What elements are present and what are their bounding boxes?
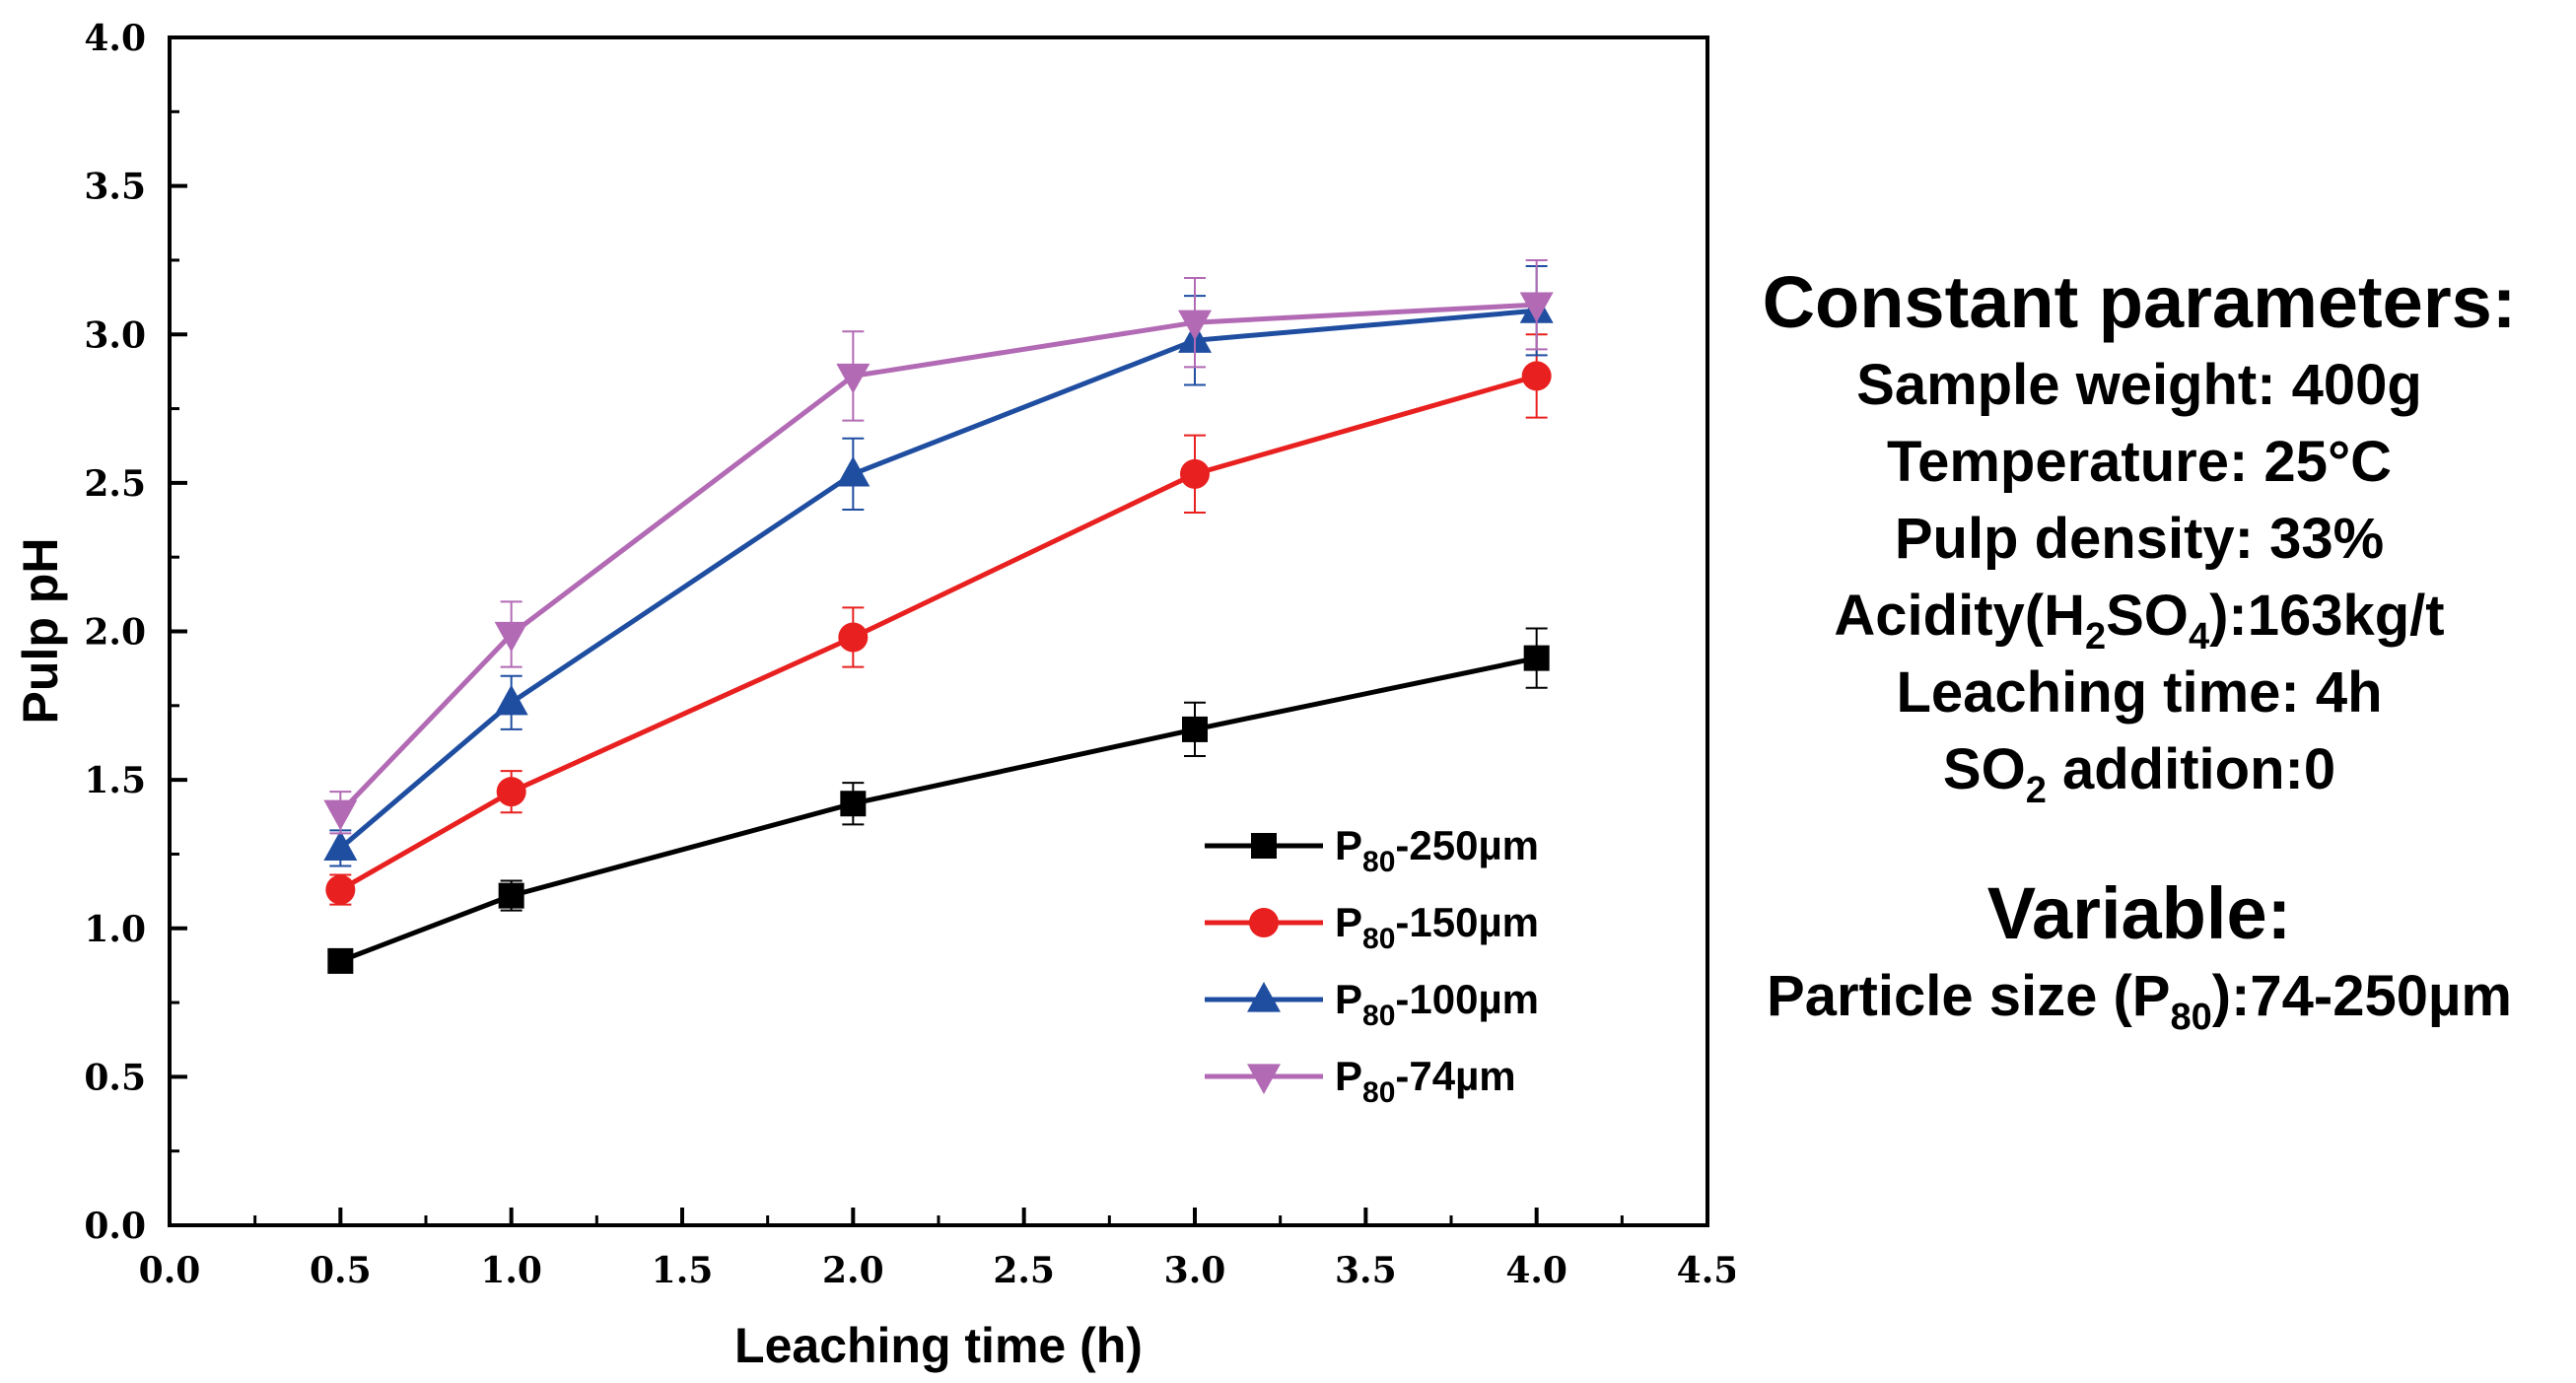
series-2 [323, 264, 1554, 867]
x-tick-label: 1.0 [480, 1250, 542, 1291]
data-point [1519, 292, 1554, 323]
legend-label-rest: -100µm [1395, 976, 1539, 1022]
x-tick-label: 4.5 [1677, 1250, 1735, 1291]
data-point [323, 799, 358, 831]
legend-label-sub: 80 [1362, 1000, 1395, 1032]
acidity-subscript-2: 4 [2188, 616, 2210, 657]
data-point [1180, 458, 1210, 489]
data-point [325, 874, 356, 905]
x-tick-label: 2.5 [993, 1250, 1055, 1291]
x-tick-label: 0.0 [139, 1250, 201, 1291]
legend-label-sub: 80 [1362, 1076, 1395, 1109]
y-tick-label: 2.0 [84, 612, 146, 654]
legend-marker [1249, 908, 1279, 937]
y-tick-label: 1.0 [84, 909, 146, 950]
x-axis-ticks: 0.0 0.5 1.0 1.5 2.0 2.5 3.0 3.5 4.0 4.5 [139, 1208, 1735, 1291]
x-tick-label: 2.0 [822, 1250, 884, 1291]
legend-marker [1247, 1064, 1281, 1094]
acidity-prefix: Acidity(H [1834, 584, 2085, 648]
particle-prefix: Particle size (P [1767, 964, 2171, 1028]
legend-label-main: P [1335, 822, 1362, 868]
particle-size-line: Particle size (P80):74-250µm [1715, 958, 2563, 1038]
legend-label: P80-100µm [1335, 976, 1539, 1032]
x-tick-label: 3.0 [1164, 1250, 1226, 1291]
y-axis-title: Pulp pH [13, 538, 68, 725]
data-point [1182, 716, 1208, 742]
legend-label-main: P [1335, 976, 1362, 1022]
legend-entry: P80-74µm [1205, 1053, 1516, 1109]
data-point [1523, 645, 1550, 671]
x-tick-label: 0.5 [310, 1250, 372, 1291]
data-point [496, 777, 526, 807]
y-tick-label: 4.0 [84, 18, 146, 59]
legend-label-main: P [1335, 899, 1362, 945]
so2-main: SO [1942, 737, 2026, 801]
legend-label-rest: -150µm [1395, 899, 1539, 945]
legend-label: P80-250µm [1335, 822, 1539, 878]
pulp-ph-chart: 0.0 0.5 1.0 1.5 2.0 2.5 3.0 3.5 4.0 4.5 0.0 0.5 1.0… [13, 18, 1735, 1373]
particle-suffix: ):74-250µm [2211, 964, 2512, 1028]
data-point [327, 947, 354, 974]
series-0 [327, 627, 1550, 974]
series-layer [323, 258, 1554, 974]
data-point [836, 455, 870, 487]
data-point [838, 622, 869, 653]
acidity-mid: SO [2106, 584, 2189, 648]
temperature-line: Temperature: 25°C [1886, 430, 2393, 494]
legend-label-main: P [1335, 1053, 1362, 1099]
legend-label-rest: -74µm [1395, 1053, 1515, 1099]
data-point [1521, 361, 1552, 391]
y-tick-label: 0.0 [84, 1206, 146, 1247]
x-tick-label: 4.0 [1505, 1250, 1567, 1291]
y-tick-label: 3.0 [84, 314, 146, 356]
series-line [338, 302, 1537, 814]
data-point [323, 830, 358, 862]
data-point [840, 791, 867, 817]
legend-label: P80-74µm [1335, 1053, 1516, 1109]
y-axis-ticks: 0.0 0.5 1.0 1.5 2.0 2.5 3.0 3.5 4.0 [84, 18, 187, 1247]
leaching-time-line: Leaching time: 4h [1896, 660, 2383, 725]
legend-entry: P80-100µm [1205, 976, 1539, 1032]
y-tick-label: 3.5 [84, 167, 146, 208]
y-tick-label: 0.5 [84, 1057, 146, 1098]
variable-title: Variable: [1986, 872, 2292, 954]
data-point [836, 363, 870, 394]
particle-subscript: 80 [2170, 997, 2212, 1038]
series-1 [325, 333, 1552, 906]
data-point [494, 684, 528, 716]
constant-parameters-title: Constant parameters: [1762, 261, 2517, 343]
series-3 [323, 258, 1554, 835]
sample-weight-line: Sample weight: 400g [1856, 353, 2422, 417]
acidity-line: Acidity(H2SO4):163kg/t [1715, 578, 2563, 657]
y-tick-label: 2.5 [84, 463, 146, 505]
legend-label-sub: 80 [1362, 923, 1395, 955]
legend-entry: P80-150µm [1205, 899, 1539, 955]
legend-marker [1251, 833, 1277, 859]
legend-label-sub: 80 [1362, 846, 1395, 878]
acidity-subscript-1: 2 [2084, 616, 2107, 657]
plot-frame [168, 35, 1709, 1227]
pulp-density-line: Pulp density: 33% [1894, 507, 2385, 571]
series-line [338, 308, 1537, 851]
legend-entry: P80-250µm [1205, 822, 1539, 878]
y-tick-label: 1.5 [84, 760, 146, 801]
x-tick-label: 1.5 [652, 1250, 714, 1291]
legend-label-rest: -250µm [1395, 822, 1539, 868]
so2-rest: addition:0 [2046, 737, 2336, 801]
data-point [494, 621, 528, 653]
acidity-suffix: ):163kg/t [2209, 584, 2445, 648]
x-axis-title: Leaching time (h) [734, 1318, 1143, 1373]
legend-label: P80-150µm [1335, 899, 1539, 955]
parameters-panel: Constant parameters: Sample weight: 400g… [1715, 258, 2563, 1038]
legend-marker [1247, 982, 1281, 1012]
so2-addition-line: SO2 addition:0 [1715, 731, 2563, 811]
data-point [498, 882, 524, 909]
x-tick-label: 3.5 [1335, 1250, 1397, 1291]
data-point [1178, 310, 1212, 341]
so2-subscript: 2 [2025, 770, 2047, 811]
